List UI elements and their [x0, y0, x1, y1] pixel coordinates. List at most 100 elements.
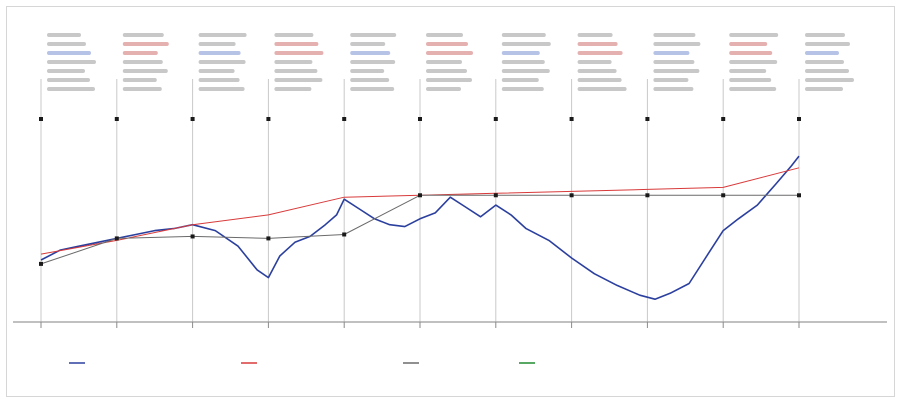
annotation-1-line-6 [122, 87, 162, 91]
top-marker-10 [797, 117, 801, 121]
top-marker-9 [721, 117, 726, 121]
annotation-8-line-1 [653, 42, 701, 46]
series-2-marker-9 [721, 193, 726, 198]
annotation-5-line-0 [426, 33, 463, 37]
annotation-9-line-3 [729, 60, 778, 64]
annotation-6-line-3 [501, 60, 545, 64]
chart-canvas [13, 33, 887, 364]
annotation-0-line-6 [47, 87, 95, 91]
annotation-9-line-1 [729, 42, 768, 46]
series-2-marker-3 [266, 236, 271, 241]
annotation-7-line-3 [577, 60, 612, 64]
annotation-2-line-6 [198, 87, 245, 91]
annotation-10-line-1 [805, 42, 850, 46]
series-2-marker-2 [190, 234, 195, 239]
annotation-8-line-0 [653, 33, 696, 37]
annotation-7-line-5 [577, 78, 622, 82]
annotation-1-line-2 [122, 51, 158, 55]
annotation-5-line-4 [426, 69, 467, 73]
annotation-6-line-0 [501, 33, 546, 37]
series-2-marker-8 [645, 193, 650, 198]
annotation-1-line-1 [122, 42, 169, 46]
annotation-4-line-3 [350, 60, 396, 64]
annotation-7-line-4 [577, 69, 617, 73]
annotation-2-line-5 [198, 78, 240, 82]
annotation-4-line-6 [350, 87, 395, 91]
annotation-6-line-6 [501, 87, 544, 91]
annotation-5-line-2 [426, 51, 473, 55]
top-marker-3 [266, 117, 271, 121]
top-marker-1 [114, 117, 119, 121]
annotation-2-line-0 [198, 33, 247, 37]
annotation-0-line-0 [47, 33, 81, 37]
annotation-3-line-3 [274, 60, 313, 64]
annotation-3-line-0 [274, 33, 314, 37]
top-marker-5 [418, 117, 422, 121]
annotation-10-line-2 [805, 51, 839, 55]
annotation-6-line-1 [501, 42, 551, 46]
series-2-marker-1 [114, 236, 119, 241]
annotation-1-line-4 [122, 69, 168, 73]
annotation-1-line-3 [122, 60, 163, 64]
annotation-4-line-1 [350, 42, 386, 46]
annotation-8-line-3 [653, 60, 695, 64]
annotation-0-line-3 [47, 60, 96, 64]
annotation-10-line-4 [805, 69, 849, 73]
annotation-4-line-2 [350, 51, 391, 55]
annotation-3-line-1 [274, 42, 319, 46]
annotation-3-line-4 [274, 69, 318, 73]
annotation-5-line-3 [426, 60, 462, 64]
annotation-8-line-6 [653, 87, 694, 91]
annotation-6-line-4 [501, 69, 550, 73]
series-2-marker-10 [797, 193, 801, 198]
annotation-4-line-0 [350, 33, 397, 37]
annotation-0-line-4 [47, 69, 85, 73]
annotation-9-line-4 [729, 69, 767, 73]
top-marker-4 [342, 117, 347, 121]
annotation-10-line-0 [805, 33, 845, 37]
top-marker-2 [190, 117, 195, 121]
annotation-7-line-0 [577, 33, 613, 37]
annotation-10-line-3 [805, 60, 844, 64]
annotation-7-line-2 [577, 51, 623, 55]
annotation-8-line-5 [653, 78, 689, 82]
top-marker-7 [569, 117, 574, 121]
annotation-2-line-3 [198, 60, 246, 64]
top-marker-8 [645, 117, 650, 121]
series-2-marker-4 [342, 232, 347, 237]
annotation-9-line-6 [729, 87, 777, 91]
annotation-4-line-5 [350, 78, 390, 82]
annotation-0-line-2 [47, 51, 91, 55]
series-2-marker-6 [493, 193, 498, 198]
series-2-marker-5 [418, 193, 422, 198]
series-2-marker-0 [39, 261, 43, 266]
annotation-10-line-6 [805, 87, 843, 91]
top-marker-6 [493, 117, 498, 121]
annotation-6-line-5 [501, 78, 539, 82]
annotation-5-line-1 [426, 42, 468, 46]
annotation-2-line-1 [198, 42, 236, 46]
annotation-1-line-0 [122, 33, 164, 37]
annotation-3-line-2 [274, 51, 324, 55]
annotation-9-line-5 [729, 78, 772, 82]
annotation-4-line-4 [350, 69, 385, 73]
annotation-2-line-4 [198, 69, 235, 73]
annotation-8-line-4 [653, 69, 700, 73]
annotation-3-line-6 [274, 87, 312, 91]
annotation-9-line-0 [729, 33, 779, 37]
annotation-0-line-1 [47, 42, 86, 46]
annotation-2-line-2 [198, 51, 241, 55]
annotation-5-line-5 [426, 78, 472, 82]
annotation-5-line-6 [426, 87, 461, 91]
annotation-6-line-2 [501, 51, 540, 55]
annotation-0-line-5 [47, 78, 90, 82]
annotation-10-line-5 [805, 78, 854, 82]
annotation-3-line-5 [274, 78, 323, 82]
series-2-marker-7 [569, 193, 574, 198]
annotation-7-line-6 [577, 87, 627, 91]
chart-frame [6, 6, 895, 397]
top-marker-0 [39, 117, 43, 121]
annotation-9-line-2 [729, 51, 773, 55]
annotation-8-line-2 [653, 51, 690, 55]
annotation-7-line-1 [577, 42, 618, 46]
